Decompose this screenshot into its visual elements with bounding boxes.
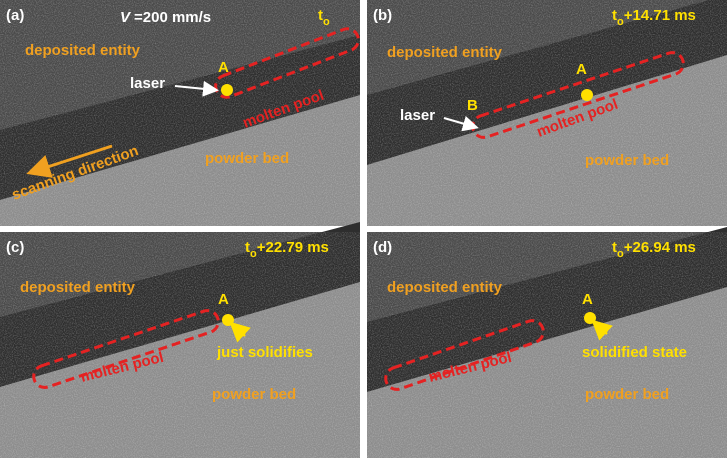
state-label: solidified state [582, 344, 687, 361]
time-base: t [318, 7, 323, 24]
time-label: to+22.79 ms [245, 239, 329, 260]
time-label: to+14.71 ms [612, 7, 696, 28]
time-sub: o [617, 16, 624, 28]
point-a-label: A [576, 61, 587, 78]
laser-arrow [443, 115, 479, 132]
deposited-label: deposited entity [387, 279, 503, 296]
time-rest: +22.79 ms [257, 239, 329, 256]
time-sub: o [617, 248, 624, 260]
laser-label: laser [130, 75, 165, 92]
panel: (d) to+26.94 ms deposited entity powder bed… [367, 227, 727, 458]
deposited-label: deposited entity [25, 42, 141, 59]
grain [367, 232, 727, 458]
panel-label: (b) [373, 7, 392, 24]
speed-symbol: V [120, 9, 132, 26]
time-base: t [612, 7, 617, 24]
time-base: t [245, 239, 250, 256]
state-arrow [591, 319, 613, 341]
point-a [221, 84, 233, 96]
point-b-label: B [467, 97, 478, 114]
panel-label: (d) [373, 239, 392, 256]
time-base: t [612, 239, 617, 256]
grain [0, 232, 360, 458]
panel: (c) to+22.79 ms deposited entity powder bed… [0, 222, 360, 458]
time-rest: +14.71 ms [624, 7, 696, 24]
time-label: to+26.94 ms [612, 239, 696, 260]
laser-label: laser [400, 107, 435, 124]
point-a [584, 312, 596, 324]
speed-label: V =200 mm/s [120, 9, 211, 26]
panel-label: (a) [6, 7, 24, 24]
time-sub: o [250, 248, 257, 260]
point-a [581, 89, 593, 101]
panel: (b) to+14.71 ms deposited entity powder bed… [367, 0, 727, 226]
point-a-label: A [218, 291, 229, 308]
molten-pool-outline [32, 309, 220, 389]
grain [367, 0, 727, 226]
state-arrow [229, 321, 251, 343]
molten-pool-outline [384, 319, 545, 391]
speed-text: =200 mm/s [134, 9, 211, 26]
deposited-label: deposited entity [387, 44, 503, 61]
point-a [222, 314, 234, 326]
deposited-label: deposited entity [20, 279, 136, 296]
laser-arrow [174, 80, 219, 97]
panel: (a) to V =200 mm/s deposited entity powder be… [0, 0, 360, 226]
time-label: to [318, 7, 330, 28]
powder-label: powder bed [205, 150, 289, 167]
state-label: just solidifies [216, 344, 313, 361]
powder-label: powder bed [585, 386, 669, 403]
point-a-label: A [218, 59, 229, 76]
powder-label: powder bed [585, 152, 669, 169]
point-a-label: A [582, 291, 593, 308]
powder-label: powder bed [212, 386, 296, 403]
direction-arrow [26, 144, 113, 178]
panel-label: (c) [6, 239, 24, 256]
time-sub: o [323, 16, 330, 28]
time-rest: +26.94 ms [624, 239, 696, 256]
grain [0, 0, 360, 226]
